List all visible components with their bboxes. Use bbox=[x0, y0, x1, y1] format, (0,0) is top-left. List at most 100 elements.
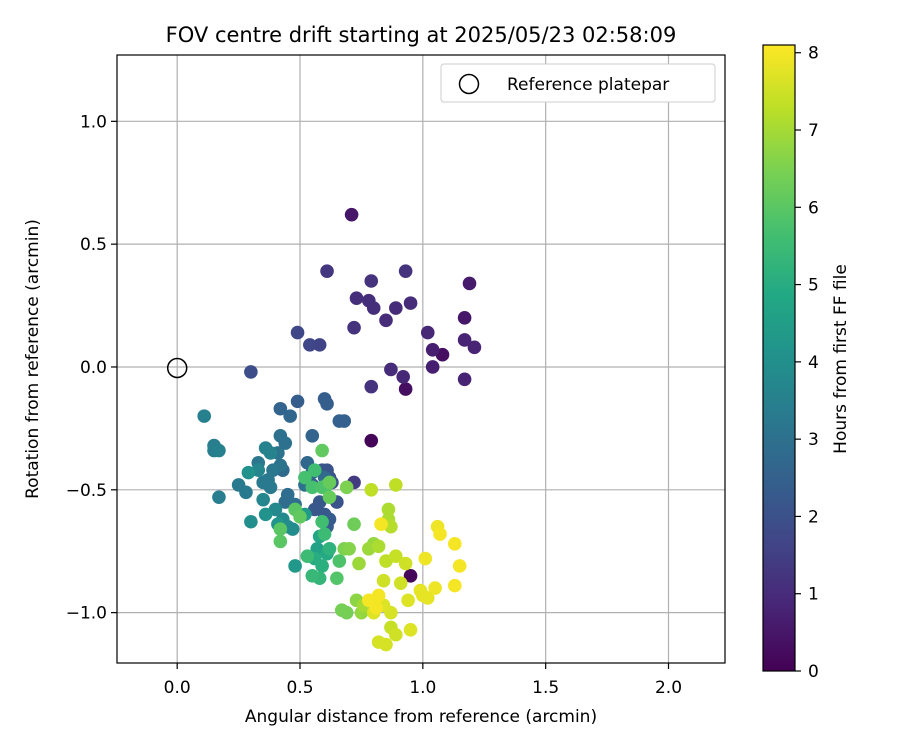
y-tick-label: 1.0 bbox=[80, 112, 107, 132]
reference-platepar-marker bbox=[166, 357, 188, 379]
x-tick-label: 0.5 bbox=[286, 678, 313, 698]
data-point bbox=[364, 433, 379, 448]
data-point bbox=[288, 559, 302, 573]
grid-lines bbox=[117, 55, 725, 663]
data-point bbox=[305, 428, 320, 443]
data-point bbox=[389, 478, 403, 492]
data-point bbox=[315, 559, 329, 573]
y-tick-label: 0.0 bbox=[80, 358, 107, 378]
data-point bbox=[381, 502, 396, 517]
data-point bbox=[347, 320, 361, 335]
data-point bbox=[374, 517, 388, 532]
colorbar-tick-label: 2 bbox=[808, 507, 819, 527]
data-point bbox=[312, 338, 327, 352]
data-point bbox=[303, 338, 317, 352]
data-point bbox=[398, 382, 413, 396]
data-point bbox=[389, 301, 403, 315]
data-point bbox=[322, 475, 337, 490]
data-point bbox=[457, 311, 472, 325]
data-point bbox=[332, 554, 347, 568]
data-point bbox=[452, 559, 467, 573]
data-point bbox=[337, 414, 352, 428]
data-point bbox=[241, 465, 256, 480]
data-point bbox=[425, 342, 440, 357]
data-point bbox=[401, 593, 415, 608]
colorbar: 0 1 2 3 4 5 6 7 8 Hours from first FF file bbox=[762, 44, 851, 682]
data-point bbox=[339, 480, 354, 495]
data-point bbox=[307, 463, 322, 477]
data-point bbox=[379, 637, 393, 652]
data-point bbox=[425, 360, 440, 374]
data-point bbox=[315, 443, 329, 458]
data-point bbox=[322, 541, 337, 556]
data-point bbox=[371, 539, 386, 554]
data-point bbox=[433, 527, 447, 541]
x-tick-label: 0.0 bbox=[164, 678, 191, 698]
data-point bbox=[285, 522, 300, 536]
data-point bbox=[320, 397, 334, 411]
data-point bbox=[283, 409, 297, 423]
data-points bbox=[197, 207, 482, 652]
data-point bbox=[428, 581, 442, 595]
data-point bbox=[344, 207, 359, 222]
colorbar-tick-label: 0 bbox=[808, 662, 819, 682]
legend-box bbox=[440, 63, 716, 103]
data-point bbox=[293, 510, 307, 524]
data-point bbox=[403, 568, 418, 583]
colorbar-label: Hours from first FF file bbox=[831, 264, 851, 454]
data-point bbox=[300, 549, 315, 563]
data-point bbox=[393, 576, 408, 590]
data-point bbox=[212, 443, 226, 458]
data-point bbox=[330, 571, 344, 586]
data-point bbox=[231, 478, 246, 492]
data-point bbox=[339, 605, 354, 620]
colorbar-tick-label: 4 bbox=[808, 353, 819, 373]
x-axis-label: Angular distance from reference (arcmin) bbox=[245, 707, 597, 727]
data-point bbox=[263, 480, 278, 495]
x-tick-label: 2.0 bbox=[655, 678, 682, 698]
data-point bbox=[389, 627, 403, 642]
data-point bbox=[317, 527, 332, 541]
data-point bbox=[244, 514, 258, 529]
data-point bbox=[376, 573, 391, 588]
data-point bbox=[212, 490, 226, 504]
data-point bbox=[361, 593, 376, 608]
data-point bbox=[347, 517, 361, 532]
data-point bbox=[349, 291, 364, 306]
data-point bbox=[384, 362, 398, 377]
colorbar-tick-label: 7 bbox=[808, 121, 819, 141]
data-point bbox=[273, 534, 288, 549]
colorbar-gradient bbox=[762, 44, 796, 672]
data-point bbox=[197, 409, 212, 423]
colorbar-tick-label: 6 bbox=[808, 198, 819, 218]
data-point bbox=[290, 394, 305, 409]
y-tick-label: −0.5 bbox=[66, 481, 107, 501]
y-axis-ticks: 1.0 0.5 0.0 −0.5 −1.0 bbox=[66, 112, 117, 624]
data-point bbox=[462, 276, 477, 291]
chart-title: FOV centre drift starting at 2025/05/23 … bbox=[166, 23, 677, 47]
data-point bbox=[447, 578, 462, 593]
data-point bbox=[364, 483, 379, 497]
data-point bbox=[322, 490, 337, 504]
x-tick-label: 1.0 bbox=[409, 678, 436, 698]
data-point bbox=[352, 556, 366, 571]
data-point bbox=[379, 313, 393, 328]
data-point bbox=[244, 365, 258, 379]
data-point bbox=[315, 514, 329, 529]
data-point bbox=[403, 296, 418, 310]
data-point bbox=[457, 372, 472, 387]
data-point bbox=[305, 480, 320, 495]
y-tick-label: 0.5 bbox=[80, 235, 107, 255]
data-point bbox=[389, 549, 403, 563]
data-point bbox=[420, 591, 435, 605]
data-point bbox=[364, 274, 379, 288]
data-point bbox=[342, 541, 356, 556]
legend: Reference platepar bbox=[440, 63, 716, 103]
x-tick-label: 1.5 bbox=[532, 678, 559, 698]
data-point bbox=[273, 401, 288, 416]
y-tick-label: −1.0 bbox=[66, 604, 107, 624]
data-point bbox=[320, 264, 334, 278]
data-point bbox=[290, 325, 305, 340]
colorbar-ticks: 0 1 2 3 4 5 6 7 8 bbox=[795, 44, 819, 682]
